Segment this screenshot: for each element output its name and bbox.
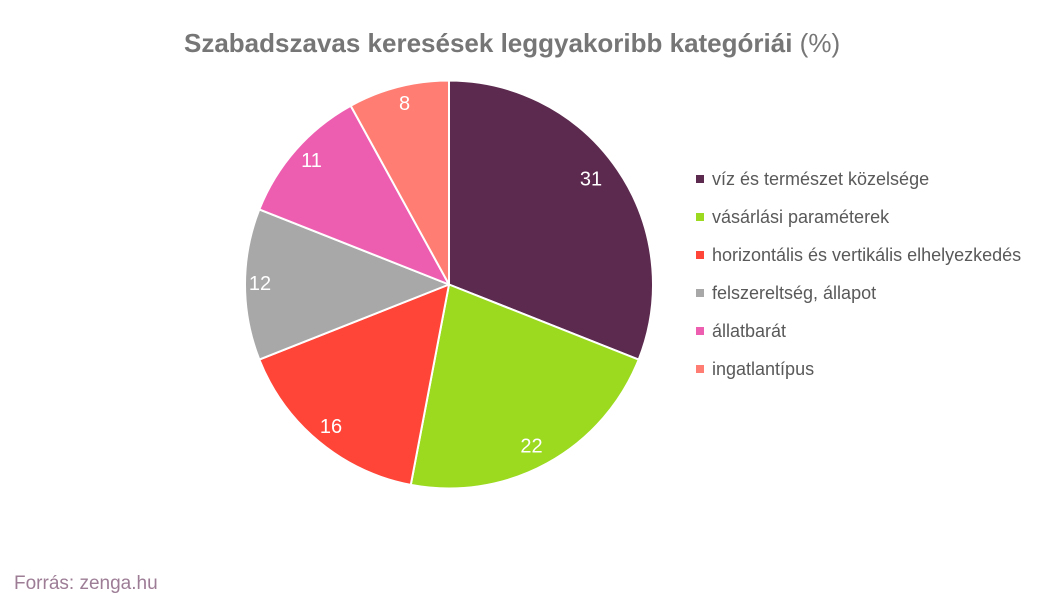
svg-text:16: 16 bbox=[320, 416, 342, 438]
svg-text:31: 31 bbox=[580, 168, 602, 190]
svg-text:11: 11 bbox=[301, 150, 322, 172]
svg-text:12: 12 bbox=[249, 273, 271, 295]
svg-text:22: 22 bbox=[520, 435, 542, 457]
svg-text:8: 8 bbox=[399, 93, 410, 115]
